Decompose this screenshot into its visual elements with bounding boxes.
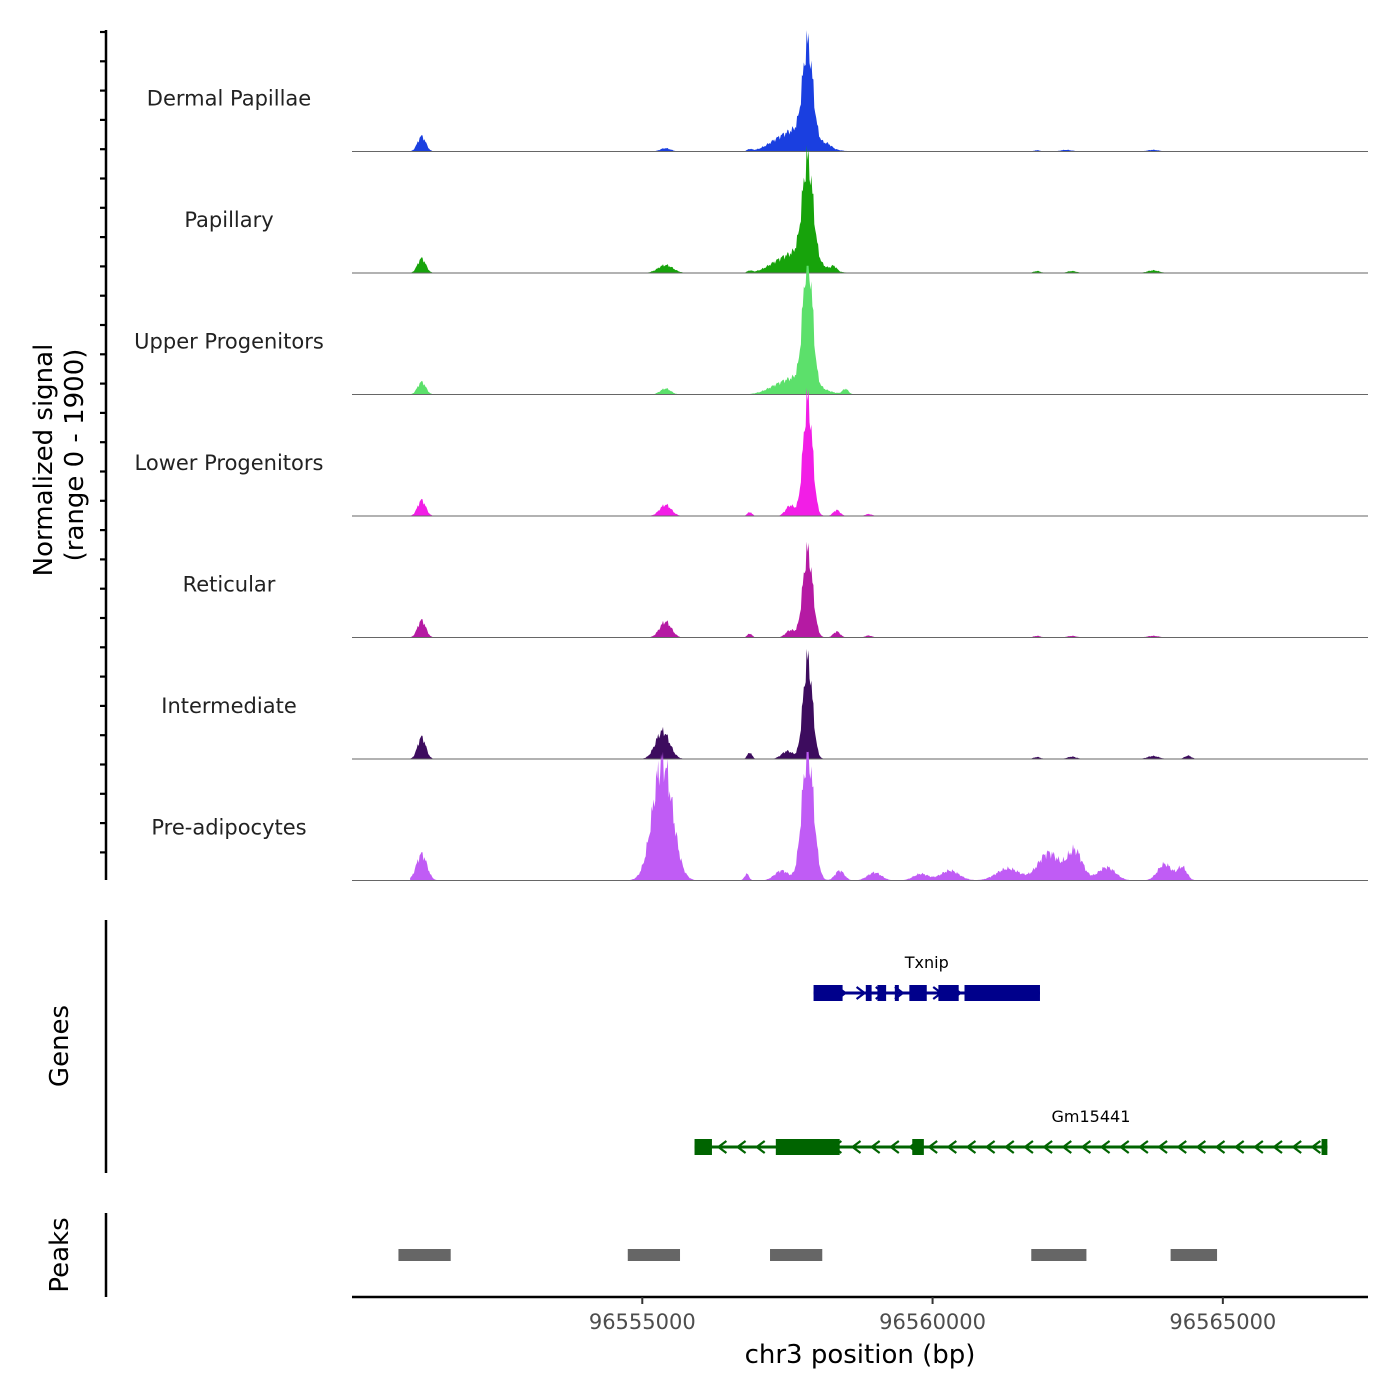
peak-region (1170, 1249, 1218, 1261)
x-tick-label: 96555000 (589, 1310, 696, 1334)
coverage-track: Papillary (184, 145, 1369, 274)
coverage-area (410, 387, 1369, 516)
x-axis-title: chr3 position (bp) (745, 1340, 976, 1370)
strand-chevron (735, 1140, 747, 1154)
genes-panel-label: Genes (45, 1005, 75, 1087)
track-label: Reticular (183, 573, 276, 597)
strand-chevron (855, 986, 867, 1000)
gene-exon (894, 985, 899, 1001)
coverage-area (410, 648, 1369, 759)
strand-chevron (1310, 1140, 1321, 1154)
strand-chevron (1003, 1140, 1015, 1154)
strand-chevron (1099, 1140, 1111, 1154)
coverage-track: Reticular (183, 541, 1369, 638)
track-label: Papillary (184, 208, 273, 232)
gene-exon (1321, 1139, 1328, 1155)
peak-region (770, 1249, 823, 1261)
coverage-track: Dermal Papillae (147, 30, 1369, 152)
peak-region (1031, 1249, 1087, 1261)
strand-chevron (946, 1140, 957, 1154)
strand-chevron (1176, 1140, 1187, 1154)
x-tick-label: 96560000 (879, 1310, 986, 1334)
x-tick-label: 96565000 (1169, 1310, 1276, 1334)
gene-exon (909, 985, 927, 1001)
strand-chevron (1023, 1140, 1034, 1154)
gene-exon (865, 985, 872, 1001)
coverage-area (410, 751, 1369, 881)
coverage-area (410, 145, 1369, 273)
track-label: Lower Progenitors (135, 451, 324, 475)
strand-chevron (850, 1140, 862, 1154)
gene-exon (912, 1139, 924, 1155)
coverage-track: Intermediate (161, 648, 1369, 760)
strand-chevron (889, 1140, 900, 1154)
strand-chevron (1042, 1140, 1053, 1154)
strand-chevron (1118, 1140, 1130, 1154)
gene-exon (813, 985, 843, 1001)
gene-exon (938, 985, 959, 1001)
strand-chevron (716, 1140, 728, 1154)
peak-track (398, 1249, 1218, 1261)
coverage-area (410, 30, 1369, 152)
coverage-track: Lower Progenitors (135, 387, 1369, 517)
strand-chevron (1291, 1140, 1302, 1154)
strand-chevron (1233, 1140, 1245, 1154)
gene-exon (964, 985, 1040, 1001)
peaks-panel-label: Peaks (45, 1217, 75, 1292)
strand-chevron (1080, 1140, 1092, 1154)
gene-label: Txnip (904, 953, 949, 972)
peak-region (398, 1249, 451, 1261)
gene-exon (694, 1139, 712, 1155)
gene-label: Gm15441 (1052, 1107, 1131, 1126)
coverage-tracks: Dermal Papillae Papillary Upper Progenitor… (134, 30, 1369, 881)
strand-chevron (927, 1140, 938, 1154)
track-label: Dermal Papillae (147, 87, 311, 111)
track-label: Pre-adipocytes (151, 816, 306, 840)
strand-chevron (1138, 1140, 1149, 1154)
strand-chevron (869, 1140, 881, 1154)
gene-exon (877, 985, 887, 1001)
strand-chevron (754, 1140, 766, 1154)
strand-chevron (984, 1140, 996, 1154)
strand-chevron (965, 1140, 977, 1154)
strand-chevron (1061, 1140, 1072, 1154)
axes: 96555000 96560000 96565000 (100, 30, 1368, 1334)
strand-chevron (1195, 1140, 1207, 1154)
coverage-track: Upper Progenitors (134, 265, 1369, 395)
coverage-area (410, 541, 1369, 638)
coverage-area (410, 265, 1369, 395)
strand-chevron (1272, 1140, 1283, 1154)
gene-model: Txnip (813, 953, 1040, 1001)
strand-chevron (1214, 1140, 1226, 1154)
coverage-track: Pre-adipocytes (151, 751, 1369, 881)
strand-chevron (1157, 1140, 1168, 1154)
gene-exon (775, 1139, 840, 1155)
gene-model: Gm15441 (694, 1107, 1328, 1155)
strand-chevron (1253, 1140, 1264, 1154)
track-label: Intermediate (161, 694, 297, 718)
track-label: Upper Progenitors (134, 330, 324, 354)
gene-track: Txnip Gm15441 (694, 953, 1328, 1155)
y-axis-title-line1: Normalized signal (29, 344, 59, 577)
peak-region (627, 1249, 681, 1261)
y-axis-title-line2: (range 0 - 1900) (60, 349, 90, 562)
